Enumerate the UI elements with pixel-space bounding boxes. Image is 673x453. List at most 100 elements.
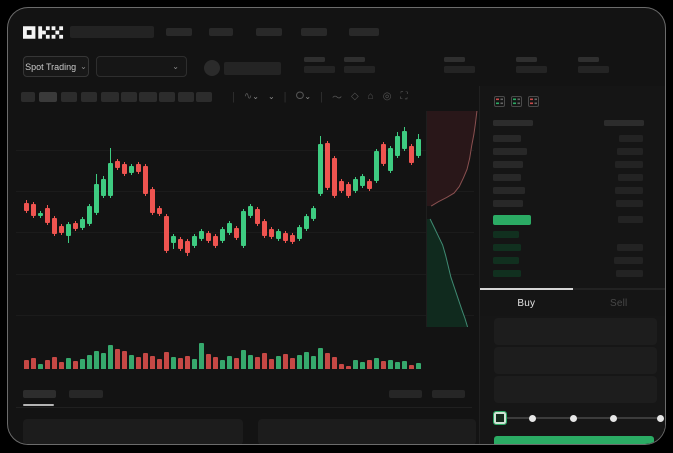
candle-body xyxy=(115,161,120,168)
candle-body xyxy=(87,206,92,224)
nav-item-placeholder[interactable] xyxy=(209,28,233,36)
candle-body xyxy=(192,235,197,246)
orders-tab-active-placeholder[interactable] xyxy=(23,390,56,398)
slider-handle[interactable] xyxy=(493,411,507,425)
volume-bar xyxy=(73,361,78,369)
candle-body xyxy=(332,158,337,197)
orders-action-placeholder[interactable] xyxy=(432,390,465,398)
candle-body xyxy=(185,241,190,254)
stat-label-bar xyxy=(578,57,599,62)
price-input-placeholder[interactable] xyxy=(494,318,657,345)
bid-price-bar[interactable] xyxy=(493,257,519,264)
candle-body xyxy=(73,222,78,230)
slider-dot[interactable] xyxy=(656,414,664,422)
candle-body xyxy=(269,229,274,237)
volume-bar xyxy=(297,355,302,369)
book-all-icon[interactable] xyxy=(494,96,505,107)
nav-search-placeholder[interactable] xyxy=(70,26,154,38)
book-bids-icon[interactable] xyxy=(511,96,522,107)
volume-bar xyxy=(122,351,127,369)
timeframe-button[interactable] xyxy=(121,92,137,102)
candle-body xyxy=(24,202,29,211)
candle-body xyxy=(129,165,134,173)
candle-body xyxy=(283,233,288,241)
nav-item-placeholder[interactable] xyxy=(256,28,282,36)
ask-price-bar[interactable] xyxy=(493,174,521,181)
orders-action-placeholder[interactable] xyxy=(389,390,422,398)
timeframe-button[interactable] xyxy=(61,92,77,102)
candle-body xyxy=(143,165,148,195)
camera-icon[interactable]: ⌂ xyxy=(367,91,374,102)
volume-bar xyxy=(136,357,141,369)
timeframe-button[interactable] xyxy=(159,92,175,102)
candle-body xyxy=(339,180,344,191)
nav-item-placeholder[interactable] xyxy=(166,28,192,36)
timeframe-button[interactable] xyxy=(178,92,194,102)
ask-price-bar[interactable] xyxy=(493,200,523,207)
ask-price-bar[interactable] xyxy=(493,187,525,194)
ask-price-bar[interactable] xyxy=(493,161,523,168)
timeframe-button[interactable] xyxy=(101,92,119,102)
ask-price-bar[interactable] xyxy=(493,135,521,142)
candle-body xyxy=(94,184,99,213)
market-type-selector[interactable]: Spot Trading ⌄ xyxy=(23,56,89,77)
volume-bar xyxy=(234,358,239,369)
timeframe-button[interactable] xyxy=(39,92,57,102)
timeframe-button[interactable] xyxy=(21,92,35,102)
candle-body xyxy=(213,235,218,246)
stat-value-bar xyxy=(304,66,335,73)
amount-slider[interactable] xyxy=(480,410,665,426)
candle-body xyxy=(416,139,421,156)
order-form xyxy=(480,316,665,444)
candle-body xyxy=(45,208,50,223)
timeframe-button[interactable] xyxy=(139,92,157,102)
candle-style-icon[interactable]: ∿⌄ xyxy=(243,91,259,102)
candle-body xyxy=(157,208,162,214)
timeframe-button[interactable] xyxy=(196,92,212,102)
volume-bar xyxy=(339,364,344,369)
volume-bar xyxy=(94,351,99,369)
volume-bar xyxy=(220,360,225,369)
market-stat-placeholder xyxy=(516,57,550,79)
indicator-icon[interactable]: ⵔ⌄ xyxy=(295,91,312,102)
candle-body xyxy=(38,213,43,217)
bid-price-bar[interactable] xyxy=(493,244,521,251)
slider-dot[interactable] xyxy=(528,414,536,422)
last-price-bar[interactable] xyxy=(493,215,531,225)
volume-pane[interactable] xyxy=(22,338,430,369)
volume-bar xyxy=(388,360,393,369)
candlestick-pane[interactable] xyxy=(22,116,430,342)
fullscreen-icon[interactable]: ⛶ xyxy=(400,91,408,102)
tab-sell[interactable]: Sell xyxy=(572,288,665,316)
slider-dot[interactable] xyxy=(569,414,577,422)
settings-icon[interactable]: ◎ xyxy=(382,91,392,102)
timeframe-button[interactable] xyxy=(81,92,97,102)
gridline xyxy=(16,315,474,316)
compare-icon[interactable]: ◇ xyxy=(350,91,359,102)
orders-tab-inactive-placeholder[interactable] xyxy=(69,390,103,398)
candle-body xyxy=(220,229,225,241)
ask-price-bar[interactable] xyxy=(493,148,527,155)
order-book xyxy=(480,86,665,288)
candle-body xyxy=(171,235,176,243)
bid-price-bar[interactable] xyxy=(493,231,519,238)
pair-selector[interactable]: ⌄ xyxy=(96,56,187,77)
volume-bar xyxy=(241,350,246,369)
amount-input-placeholder[interactable] xyxy=(494,347,657,374)
tab-buy[interactable]: Buy xyxy=(480,288,573,316)
candle-body xyxy=(311,208,316,219)
volume-bar xyxy=(262,353,267,369)
buy-submit-button[interactable] xyxy=(494,436,654,444)
volume-bar xyxy=(157,359,162,369)
depth-chart[interactable] xyxy=(426,111,479,327)
book-asks-icon[interactable] xyxy=(528,96,539,107)
chevron-down-icon[interactable]: ⌄ xyxy=(267,91,275,101)
candle-body xyxy=(367,180,372,189)
nav-item-placeholder[interactable] xyxy=(301,28,327,36)
bid-price-bar[interactable] xyxy=(493,270,521,277)
total-input-placeholder[interactable] xyxy=(494,376,657,403)
stat-value-bar xyxy=(344,66,375,73)
nav-item-placeholder[interactable] xyxy=(349,28,379,36)
line-style-icon[interactable]: 〜 xyxy=(331,93,342,104)
slider-dot[interactable] xyxy=(609,414,617,422)
